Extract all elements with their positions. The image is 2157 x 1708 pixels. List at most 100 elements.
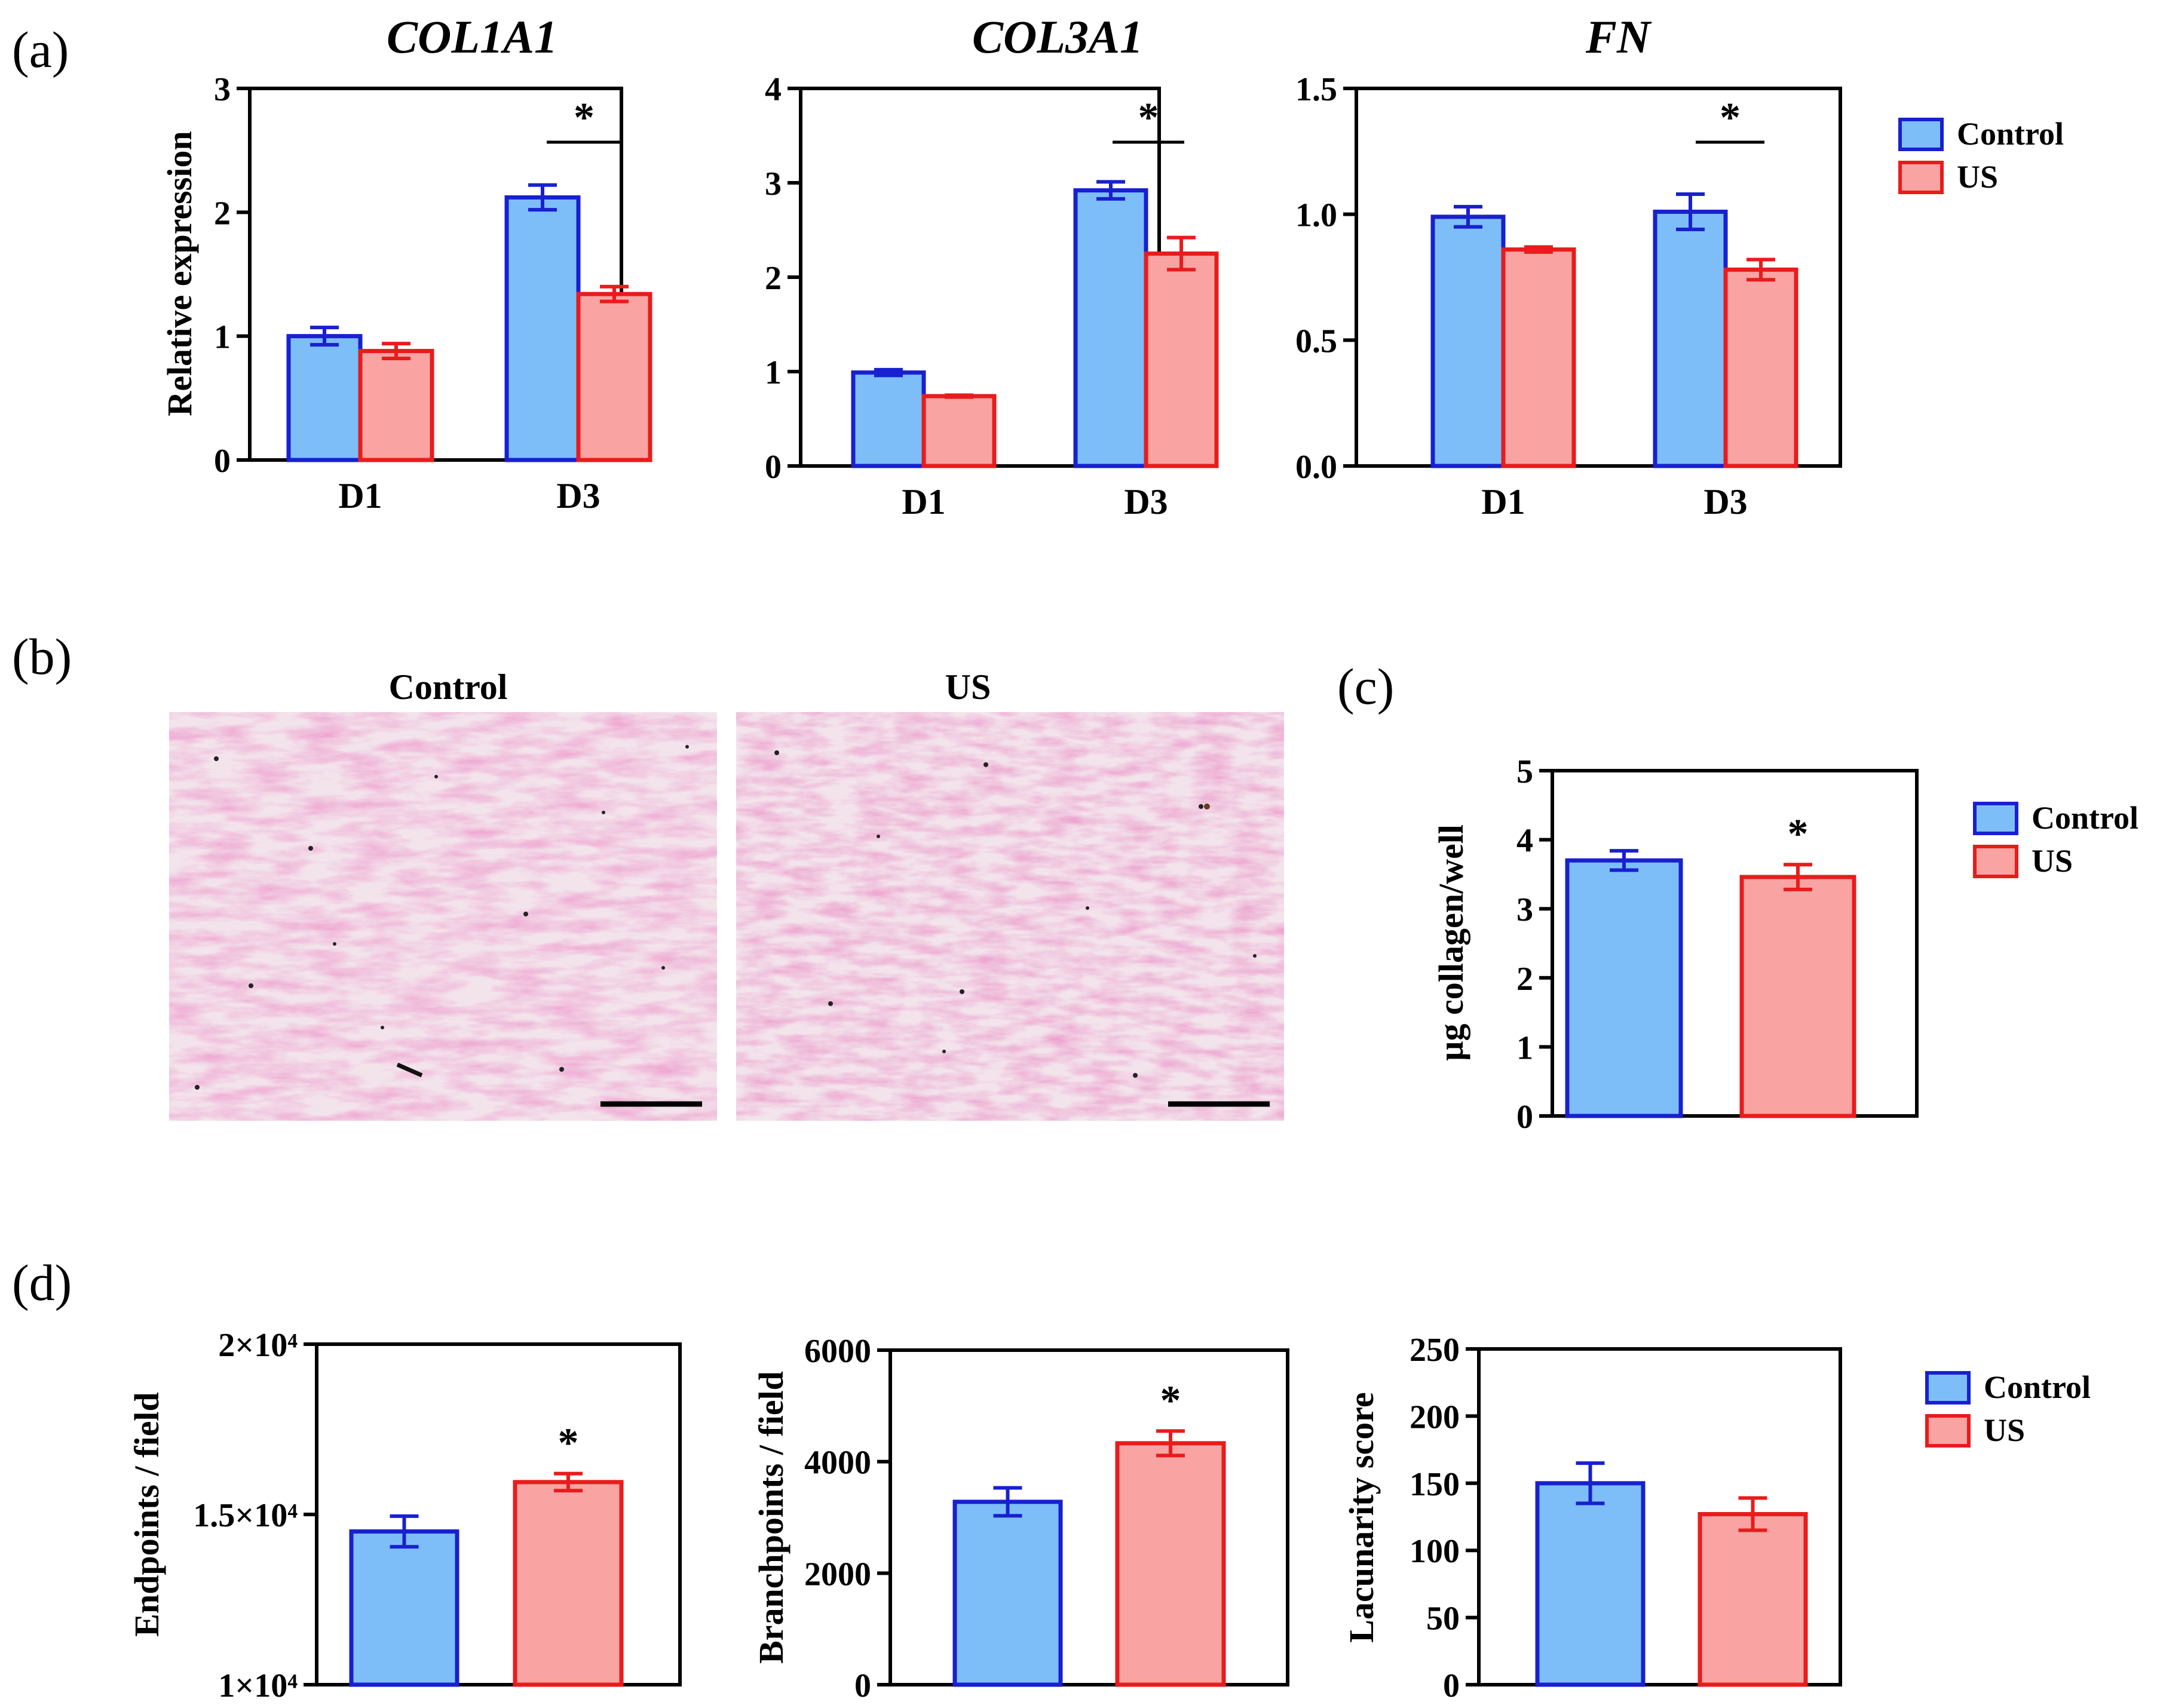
panel-label-c: (c)	[1337, 658, 1394, 715]
micrograph-us: US	[736, 667, 1284, 1121]
chart-a1-bar	[576, 292, 652, 462]
chart-c-ytick-label: 1	[1516, 1029, 1533, 1066]
chart-a2-ytick-label: 3	[765, 165, 782, 203]
chart-d2-ylabel: Branchpoints / field	[752, 1371, 791, 1664]
legend-d3: Control US	[1925, 1369, 2091, 1448]
micrograph-us-stain	[736, 712, 1284, 1121]
chart-c: 0 1 2 3 4 5 µg collagen/well *	[1432, 753, 1919, 1136]
chart-a1-frame	[248, 87, 623, 462]
chart-a2-title: COL3A1	[972, 11, 1143, 63]
chart-d2-ytick-label: 4000	[804, 1445, 871, 1482]
chart-a1-bar	[358, 349, 434, 462]
chart-a2-bar	[1073, 188, 1148, 468]
legend-label-control: Control	[1984, 1369, 2091, 1405]
legend-swatch-us	[1973, 845, 2018, 878]
chart-a3-bar	[1723, 267, 1798, 468]
chart-a1-bar	[504, 195, 581, 462]
chart-c-ylabel: µg collagen/well	[1432, 824, 1470, 1061]
chart-a2-xtick-label: D3	[1124, 482, 1168, 522]
chart-a1-ylabel: Relative expression	[160, 131, 199, 416]
chart-a3-ytick-label: 0.0	[1295, 449, 1337, 486]
charts-layer: 0 1 2 3 COL1A1 Relative expression D1 D3 * 0 1 2 3 4 C…	[127, 11, 2138, 1704]
chart-a2-ytick-label: 1	[765, 354, 782, 391]
legend-swatch-us	[1925, 1414, 1971, 1448]
chart-d3-ytick-label: 50	[1426, 1600, 1460, 1638]
chart-d3: 0 50 100 150 200 250 Lacunarity score	[1342, 1332, 1842, 1704]
chart-a1-ytick-label: 1	[214, 319, 231, 356]
chart-a1-title: COL1A1	[387, 11, 557, 63]
chart-a2-bar	[1144, 252, 1219, 468]
panel-label-a: (a)	[12, 21, 69, 78]
chart-a2-bar	[851, 370, 926, 468]
chart-a1-ytick-label: 3	[214, 71, 231, 108]
chart-a3-ytick-label: 0.5	[1295, 323, 1337, 360]
chart-d3-bar	[1698, 1512, 1808, 1687]
chart-a3-bar	[1653, 209, 1728, 468]
chart-a2-xtick-label: D1	[902, 482, 945, 522]
chart-a2-ytick-label: 0	[765, 449, 782, 486]
chart-d3-ylabel: Lacunarity score	[1342, 1392, 1381, 1642]
chart-a2-ytick-label: 4	[765, 71, 782, 108]
chart-a3-ytick-label: 1.5	[1295, 71, 1337, 108]
micrograph-control: Control	[169, 667, 717, 1121]
legend-label-us: US	[2032, 843, 2073, 879]
chart-d1-ylabel: Endpoints / field	[127, 1392, 166, 1636]
chart-a3: 0.0 0.5 1.0 1.5 FN D1 D3 *	[1295, 11, 1842, 522]
chart-a1-ytick-label: 2	[214, 195, 231, 232]
chart-d3-ytick-label: 0	[1443, 1667, 1460, 1704]
chart-a2-ytick-label: 2	[765, 260, 782, 297]
chart-a1-ytick-label: 0	[214, 443, 231, 480]
chart-a2-bar	[921, 394, 997, 468]
chart-c-ytick-label: 5	[1516, 753, 1533, 790]
chart-d2-sig-star: *	[1160, 1378, 1181, 1424]
chart-a1-xtick-label: D1	[338, 476, 382, 516]
chart-a2: 0 1 2 3 4 COL3A1 D1 D3 *	[765, 11, 1219, 522]
chart-c-bar	[1739, 875, 1856, 1118]
chart-a3-sig-star: *	[1720, 95, 1741, 141]
legend-label-us: US	[1984, 1412, 2025, 1448]
legend-swatch-us	[1898, 161, 1944, 194]
chart-d3-frame	[1477, 1347, 1842, 1686]
micrograph-us-title: US	[945, 667, 991, 707]
chart-d3-ytick-label: 200	[1410, 1399, 1460, 1436]
micrograph-control-stain	[169, 712, 717, 1121]
chart-a3-ytick-label: 1.0	[1295, 197, 1337, 234]
legend-a3: Control US	[1898, 116, 2064, 195]
legend-label-us: US	[1957, 159, 1998, 195]
legend-label-control: Control	[2032, 800, 2138, 836]
chart-c-ytick-label: 2	[1516, 961, 1533, 998]
chart-d1-ytick-label: 1×10⁴	[218, 1667, 298, 1704]
chart-a3-frame	[1355, 87, 1842, 468]
chart-d2-bar	[952, 1500, 1063, 1687]
chart-c-frame	[1551, 769, 1919, 1118]
chart-d3-ytick-label: 100	[1410, 1533, 1460, 1570]
chart-d2-bar	[1115, 1441, 1226, 1687]
panel-label-d: (d)	[12, 1254, 72, 1311]
chart-a1-bar	[286, 334, 363, 462]
micrograph-control-fiber	[396, 1062, 423, 1078]
micrograph-control-dots	[195, 745, 689, 1090]
chart-d3-ytick-label: 150	[1410, 1466, 1460, 1503]
micrograph-us-dots	[774, 750, 1257, 1078]
chart-a3-bar	[1430, 214, 1506, 468]
chart-d2: 0 2000 4000 6000 Branchpoints / field *	[752, 1333, 1289, 1704]
chart-d1-bar	[349, 1529, 459, 1687]
chart-a3-xtick-label: D3	[1703, 482, 1747, 522]
chart-d2-ytick-label: 2000	[804, 1556, 871, 1593]
chart-c-ytick-label: 3	[1516, 891, 1533, 928]
micrograph-control-title: Control	[389, 667, 508, 707]
chart-d1-sig-star: *	[558, 1421, 579, 1467]
chart-d2-frame	[888, 1348, 1289, 1686]
chart-d1-bar	[513, 1480, 624, 1687]
chart-d3-ytick-label: 250	[1410, 1332, 1460, 1369]
legend-label-control: Control	[1957, 116, 2064, 152]
chart-a3-xtick-label: D1	[1481, 482, 1525, 522]
chart-a3-title: FN	[1585, 11, 1652, 63]
chart-a1-xtick-label: D3	[556, 476, 600, 516]
chart-d1-ytick-label: 1.5×10⁴	[193, 1497, 298, 1534]
chart-d1: 1×10⁴ 1.5×10⁴ 2×10⁴ Endpoints / field *	[127, 1327, 682, 1704]
legend-c: Control US	[1973, 800, 2138, 879]
chart-c-sig-star: *	[1788, 811, 1809, 857]
chart-c-ytick-label: 0	[1516, 1099, 1533, 1136]
